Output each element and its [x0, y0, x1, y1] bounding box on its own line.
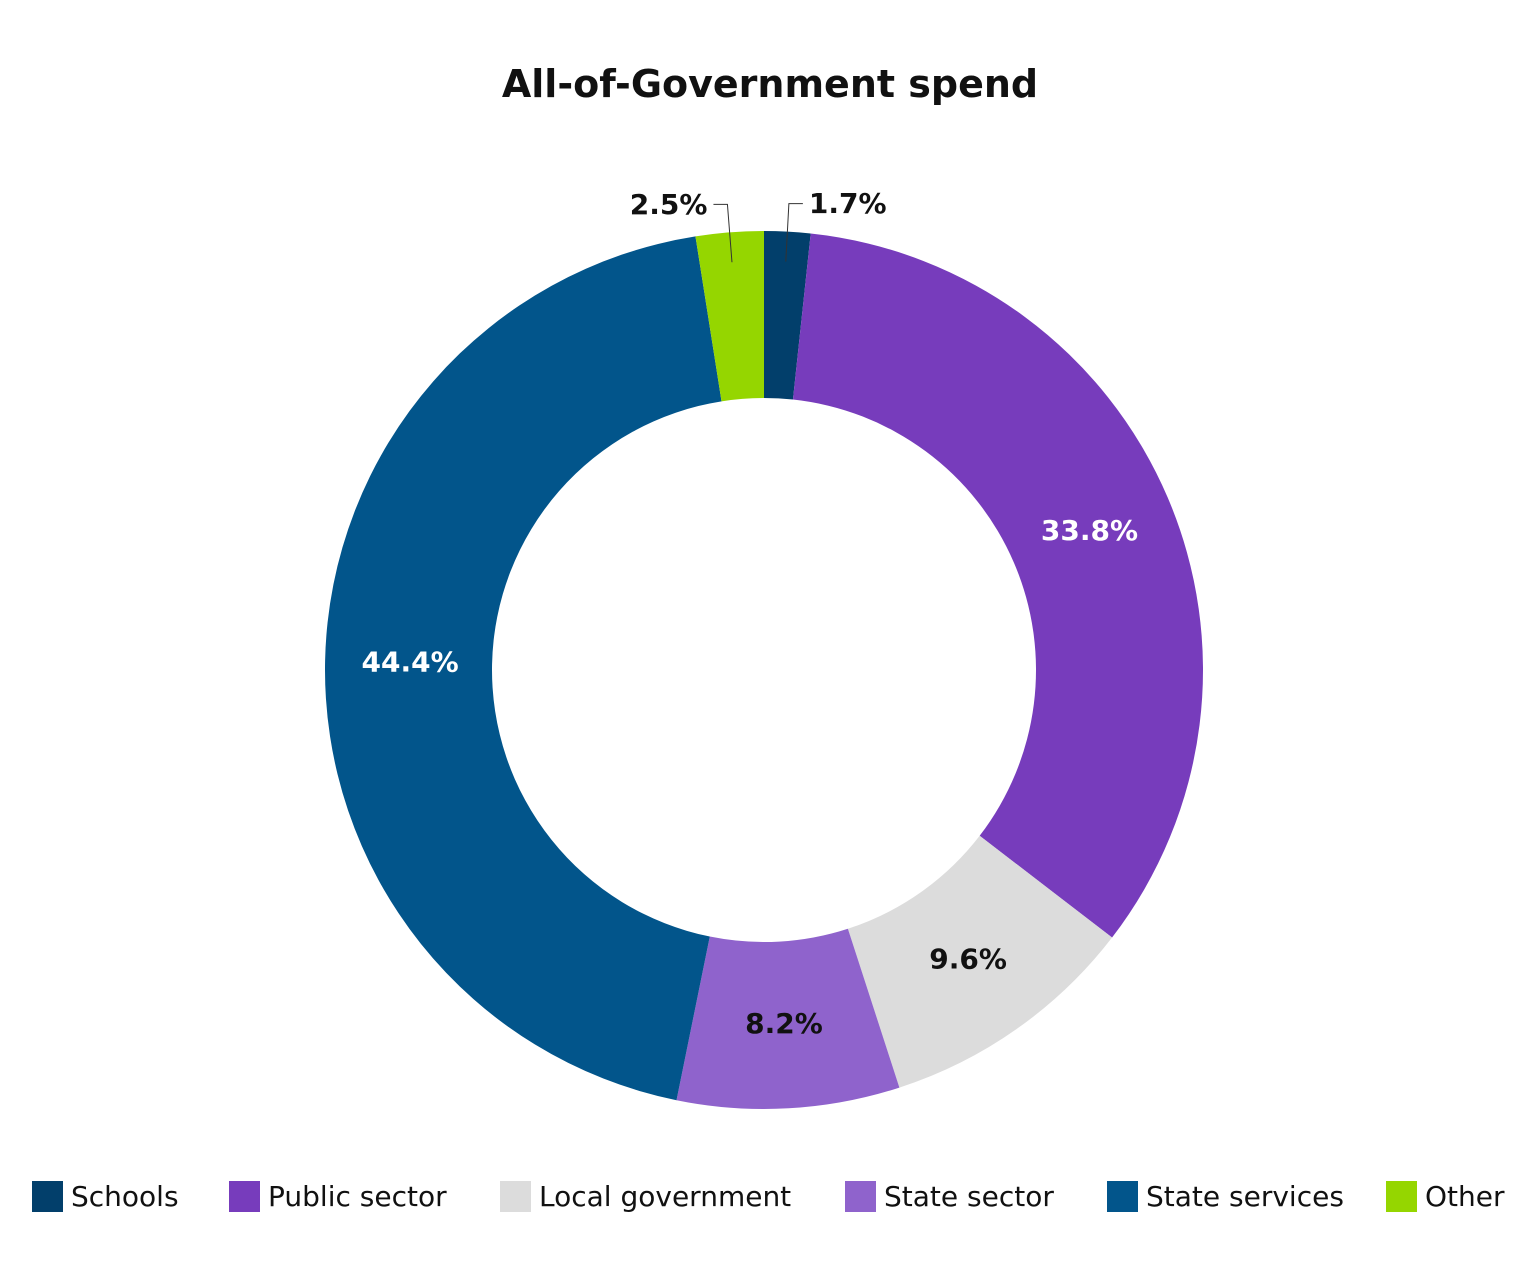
chart-title: All-of-Government spend	[501, 62, 1039, 106]
legend-item-schools[interactable]: Schools	[32, 1176, 179, 1216]
legend-label-other: Other	[1425, 1179, 1505, 1213]
legend-swatch-schools	[32, 1180, 63, 1212]
legend-swatch-state-services	[1107, 1180, 1138, 1212]
slice-label-state-services: 44.4%	[362, 646, 459, 679]
legend: Schools Public sector Local government S…	[0, 1176, 1540, 1216]
legend-item-public-sector[interactable]: Public sector	[229, 1176, 447, 1216]
legend-label-state-sector: State sector	[884, 1179, 1054, 1213]
legend-label-public-sector: Public sector	[268, 1179, 447, 1213]
leader-lines-group	[713, 203, 803, 263]
legend-item-state-services[interactable]: State services	[1107, 1176, 1344, 1216]
legend-swatch-state-sector	[845, 1180, 876, 1212]
legend-item-other[interactable]: Other	[1386, 1176, 1505, 1216]
slice-label-schools: 1.7%	[809, 187, 887, 220]
slice-label-state-sector: 8.2%	[745, 1007, 823, 1040]
slice-schools[interactable]	[764, 231, 811, 400]
legend-item-local-government[interactable]: Local government	[500, 1176, 791, 1216]
legend-label-state-services: State services	[1146, 1179, 1344, 1213]
legend-label-local-government: Local government	[539, 1179, 792, 1213]
slice-other[interactable]	[695, 231, 764, 402]
legend-swatch-public-sector	[229, 1180, 260, 1212]
legend-swatch-other	[1386, 1180, 1417, 1212]
donut-chart: 1.7% 33.8% 9.6% 8.2% 44.4% 2.5%	[324, 187, 1203, 1110]
leader-line-schools	[785, 203, 803, 262]
slice-label-local-government: 9.6%	[929, 943, 1007, 976]
slice-public-sector[interactable]	[792, 233, 1203, 938]
slice-label-other: 2.5%	[630, 188, 708, 221]
slice-state-sector[interactable]	[676, 928, 900, 1110]
slice-label-public-sector: 33.8%	[1041, 514, 1138, 547]
leader-line-other	[713, 203, 733, 263]
slice-state-services[interactable]	[324, 236, 722, 1101]
labels-group: 1.7% 33.8% 9.6% 8.2% 44.4% 2.5%	[362, 187, 1138, 1040]
slice-local-government[interactable]	[847, 835, 1113, 1088]
legend-item-state-sector[interactable]: State sector	[845, 1176, 1054, 1216]
legend-label-schools: Schools	[71, 1179, 179, 1213]
legend-swatch-local-government	[500, 1180, 531, 1212]
slices-group	[324, 231, 1203, 1110]
